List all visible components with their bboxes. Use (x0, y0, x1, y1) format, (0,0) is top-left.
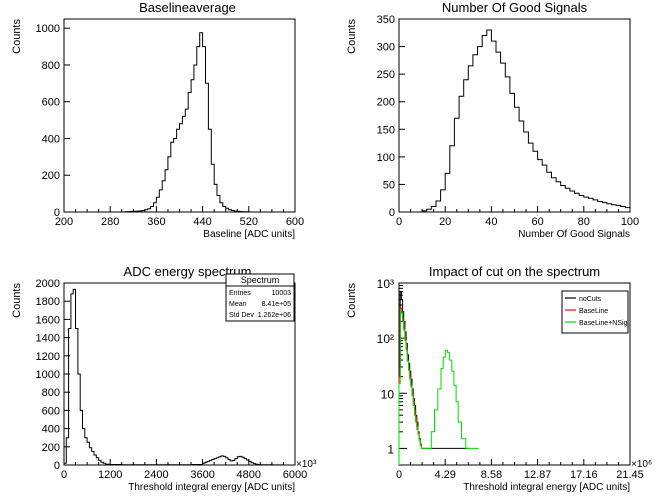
y-tick-label: 1 (387, 442, 394, 456)
x-tick-label: 4.29 (434, 469, 455, 481)
y-tick-label: 1800 (36, 296, 60, 308)
x-multiplier: ×10³ (296, 459, 317, 470)
y-axis-label: Counts (11, 19, 23, 54)
x-tick-label: 100 (621, 216, 639, 228)
x-axis-label: Threshold integral energy [ADC units] (463, 482, 630, 493)
chart-title: ADC energy spectrum (124, 264, 252, 279)
x-tick-label: 0 (61, 469, 67, 481)
y-tick-label: 600 (42, 405, 60, 417)
x-tick-label: 3600 (190, 469, 214, 481)
y-tick-label: 1400 (36, 333, 60, 345)
series-1 (121, 32, 252, 213)
y-tick-label: 400 (42, 133, 60, 145)
chart-title: Baselineaverage (139, 0, 236, 15)
x-tick-label: 0 (396, 216, 402, 228)
stats-label: Entries (229, 290, 251, 297)
y-tick-label: 0 (54, 207, 60, 219)
y-tick-label: 50 (383, 179, 395, 191)
x-axis-label: Number Of Good Signals (518, 229, 630, 240)
y-tick-label: 250 (377, 69, 395, 81)
legend-label: noCuts (579, 296, 602, 303)
y-tick-label: 1200 (36, 351, 60, 363)
y-tick-label: 300 (377, 42, 395, 54)
x-axis-label: Threshold integral energy [ADC units] (128, 482, 295, 493)
y-tick-label: 2000 (36, 278, 60, 290)
y-tick-label: 10² (377, 332, 394, 346)
y-tick-label: 1600 (36, 314, 60, 326)
y-tick-label: 350 (377, 14, 395, 26)
y-axis-label: Counts (346, 283, 358, 318)
chart-panel-2: Number Of Good Signals 0 20 40 60 80 100 0 50 100… (346, 0, 639, 240)
y-tick-label: 10 (381, 387, 395, 401)
x-tick-label: 6000 (283, 469, 307, 481)
y-tick-label: 200 (42, 442, 60, 454)
y-tick-label: 0 (54, 460, 60, 472)
x-tick-label: 1200 (98, 469, 122, 481)
x-tick-label: 60 (531, 216, 543, 228)
stats-value: 1.262e+06 (258, 312, 291, 319)
x-tick-label: 20 (439, 216, 451, 228)
x-tick-label: 520 (240, 216, 258, 228)
y-tick-label: 400 (42, 424, 60, 436)
stats-box-frame (225, 273, 295, 322)
y-tick-label: 1000 (36, 369, 60, 381)
x-tick-label: 360 (147, 216, 165, 228)
legend: noCuts BaseLine BaseLine+NSig (561, 290, 629, 334)
x-tick-label: 21.45 (616, 469, 644, 481)
stats-value: 8.41e+05 (262, 301, 291, 308)
y-tick-label: 800 (42, 387, 60, 399)
x-tick-label: 8.58 (481, 469, 502, 481)
stats-label: Mean (229, 301, 247, 308)
x-tick-label: 80 (578, 216, 590, 228)
y-tick-label: 200 (42, 170, 60, 182)
x-tick-label: 4800 (237, 469, 261, 481)
series-1 (63, 288, 295, 466)
stats-label: Std Dev (229, 312, 254, 319)
x-tick-label: 440 (193, 216, 211, 228)
plot-frame (398, 18, 631, 213)
x-tick-label: 17.16 (570, 469, 598, 481)
x-tick-label: 40 (485, 216, 497, 228)
series-1 (421, 29, 630, 212)
x-tick-label: 0 (396, 469, 402, 481)
y-tick-label: 100 (377, 152, 395, 164)
y-tick-label: 800 (42, 60, 60, 72)
stats-value: 10003 (272, 290, 292, 297)
y-tick-label: 600 (42, 97, 60, 109)
x-tick-label: 600 (286, 216, 304, 228)
x-multiplier: ×10⁶ (631, 459, 652, 470)
y-tick-label: 0 (389, 207, 395, 219)
y-tick-label: 10³ (377, 277, 394, 291)
legend-label: BaseLine (579, 308, 608, 315)
x-tick-label: 280 (101, 216, 119, 228)
plot-frame (63, 18, 296, 213)
chart-title: Number Of Good Signals (442, 0, 588, 15)
x-tick-label: 2400 (144, 469, 168, 481)
legend-label: BaseLine+NSig (579, 320, 628, 327)
x-axis-label: Baseline [ADC units] (203, 229, 295, 240)
y-axis-label: Counts (346, 19, 358, 54)
y-tick-label: 1000 (36, 23, 60, 35)
y-axis-label: Counts (11, 283, 23, 318)
y-tick-label: 150 (377, 124, 395, 136)
stats-box: Spectrum Entries 10003 Mean 8.41e+05 Std Dev 1… (225, 273, 295, 322)
x-tick-label: 12.87 (524, 469, 552, 481)
y-tick-label: 200 (377, 97, 395, 109)
chart-title: Impact of cut on the spectrum (429, 264, 600, 279)
stats-box-title: Spectrum (241, 275, 280, 285)
series-baseline-nsig (398, 309, 479, 465)
x-tick-label: 200 (55, 216, 73, 228)
